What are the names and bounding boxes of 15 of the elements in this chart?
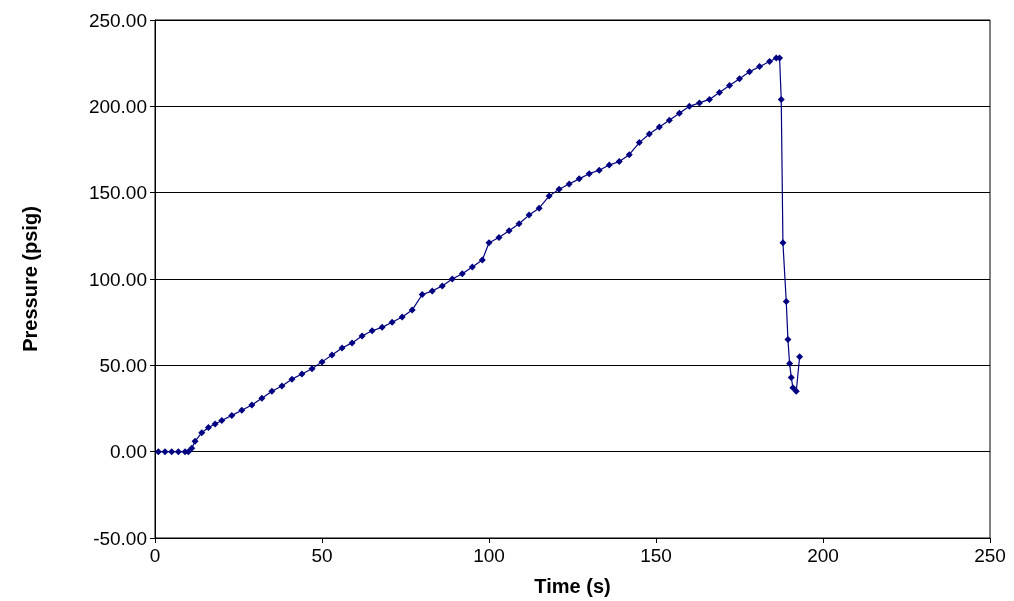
x-axis-title: Time (s) [534, 575, 611, 597]
y-tick-label: 250.00 [88, 9, 147, 31]
x-tick-label: 250 [974, 545, 1006, 566]
y-tick-label: 200.00 [88, 95, 147, 117]
x-tick-label: 0 [149, 545, 161, 566]
y-tick-label: 50.00 [99, 354, 147, 376]
x-tick-label: 50 [311, 545, 333, 566]
x-tick-label: 150 [640, 545, 672, 566]
y-axis-title: Pressure (psig) [19, 206, 41, 352]
y-tick-label: 0.00 [110, 441, 147, 463]
x-tick-label: 200 [807, 545, 839, 566]
y-tick-label: -50.00 [93, 527, 147, 549]
y-tick-label: 150.00 [88, 182, 147, 204]
y-tick-label: 100.00 [88, 268, 147, 290]
x-tick-label: 100 [473, 545, 505, 566]
